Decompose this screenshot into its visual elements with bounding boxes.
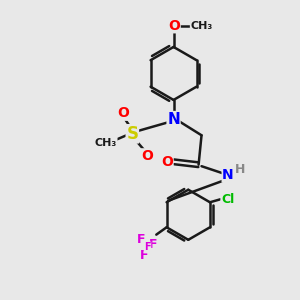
Text: CH₃: CH₃ xyxy=(190,21,213,31)
Text: F: F xyxy=(137,232,146,246)
Text: O: O xyxy=(168,19,180,33)
Text: F: F xyxy=(140,249,149,262)
Text: N: N xyxy=(167,112,180,127)
Text: CH₃: CH₃ xyxy=(95,138,117,148)
Text: S: S xyxy=(126,125,138,143)
Text: N: N xyxy=(222,168,234,182)
Text: Cl: Cl xyxy=(221,193,234,206)
Text: O: O xyxy=(141,149,153,163)
Text: O: O xyxy=(118,106,129,120)
Text: H: H xyxy=(235,163,246,176)
Text: F: F xyxy=(144,242,151,252)
Text: F: F xyxy=(149,238,158,251)
Text: O: O xyxy=(161,155,173,169)
